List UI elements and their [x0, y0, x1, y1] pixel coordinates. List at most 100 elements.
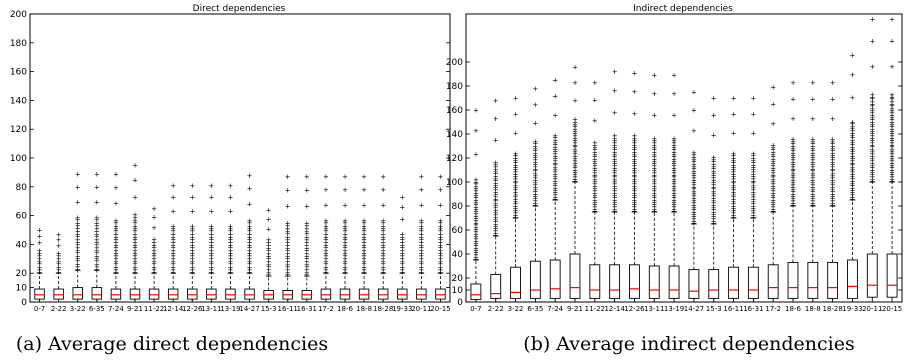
flier-marker: + — [170, 194, 176, 202]
flier-marker: + — [170, 239, 176, 247]
flier-marker: + — [810, 188, 816, 196]
box — [886, 253, 898, 298]
flier-marker: + — [592, 183, 598, 191]
flier-marker: + — [380, 244, 386, 252]
flier-marker: + — [552, 134, 558, 142]
flier-marker: + — [113, 235, 119, 243]
flier-marker: + — [711, 131, 717, 139]
flier-marker: + — [228, 235, 234, 243]
flier-marker: + — [632, 137, 638, 145]
flier-marker: + — [572, 155, 578, 163]
flier-marker: + — [770, 155, 776, 163]
flier-marker: + — [850, 191, 856, 199]
flier-marker: + — [493, 163, 499, 171]
flier-marker: + — [532, 172, 538, 180]
x-tick-label: 7-24 — [108, 305, 124, 313]
flier-marker: + — [691, 183, 697, 191]
flier-marker: + — [323, 247, 329, 255]
flier-marker: + — [592, 166, 598, 174]
box — [609, 264, 621, 299]
flier-marker: + — [750, 198, 756, 206]
flier-marker: + — [810, 136, 816, 144]
flier-marker: + — [132, 241, 138, 249]
flier-marker: + — [671, 90, 677, 98]
flier-marker: + — [552, 112, 558, 120]
flier-marker: + — [304, 269, 310, 277]
box-fliers: ++++++++++++++++++++++++++++++++++++++++… — [869, 15, 875, 185]
flier-marker: + — [750, 170, 756, 178]
flier-marker: + — [323, 219, 329, 227]
flier-marker: + — [473, 224, 479, 232]
flier-marker: + — [632, 180, 638, 188]
flier-marker: + — [889, 136, 895, 144]
flier-marker: + — [323, 244, 329, 252]
flier-marker: + — [228, 233, 234, 241]
flier-marker: + — [869, 176, 875, 184]
flier-marker: + — [189, 225, 195, 233]
flier-marker: + — [132, 162, 138, 170]
flier-marker: + — [632, 196, 638, 204]
flier-marker: + — [889, 15, 895, 23]
flier-marker: + — [170, 255, 176, 263]
flier-marker: + — [532, 143, 538, 151]
flier-marker: + — [170, 233, 176, 241]
flier-marker: + — [438, 258, 444, 266]
flier-marker: + — [651, 176, 657, 184]
flier-marker: + — [285, 247, 291, 255]
flier-marker: + — [75, 224, 81, 232]
flier-marker: + — [671, 137, 677, 145]
flier-marker: + — [189, 239, 195, 247]
flier-marker: + — [572, 134, 578, 142]
flier-marker: + — [532, 152, 538, 160]
flier-marker: + — [189, 255, 195, 263]
flier-marker: + — [651, 162, 657, 170]
x-tick-label: 18-28 — [822, 305, 842, 313]
flier-marker: + — [208, 225, 214, 233]
box-fliers: ++++++++++++++++++++++++++++++++ — [513, 95, 519, 222]
flier-marker: + — [342, 227, 348, 235]
flier-marker: + — [691, 197, 697, 205]
flier-marker: + — [113, 170, 119, 178]
flier-marker: + — [869, 160, 875, 168]
flier-marker: + — [285, 173, 291, 181]
box — [435, 288, 446, 300]
flier-marker: + — [132, 263, 138, 271]
flier-marker: + — [572, 162, 578, 170]
x-tick-label: 19-33 — [392, 305, 412, 313]
flier-marker: + — [830, 170, 836, 178]
flier-marker: + — [612, 153, 618, 161]
flier-marker: + — [473, 194, 479, 202]
flier-marker: + — [513, 111, 519, 119]
flier-marker: + — [731, 155, 737, 163]
flier-marker: + — [731, 206, 737, 214]
flier-marker: + — [532, 181, 538, 189]
flier-marker: + — [790, 184, 796, 192]
y-tick-label: 140 — [10, 96, 27, 106]
flier-marker: + — [889, 121, 895, 129]
flier-marker: + — [75, 183, 81, 191]
flier-marker: + — [810, 201, 816, 209]
flier-marker: + — [361, 222, 367, 230]
flier-marker: + — [711, 211, 717, 219]
flier-marker: + — [750, 205, 756, 213]
flier-marker: + — [228, 266, 234, 274]
flier-marker: + — [418, 268, 424, 276]
flier-marker: + — [850, 150, 856, 158]
flier-marker: + — [572, 173, 578, 181]
flier-marker: + — [592, 176, 598, 184]
flier-marker: + — [493, 173, 499, 181]
flier-marker: + — [473, 199, 479, 207]
flier-marker: + — [266, 263, 272, 271]
flier-marker: + — [208, 233, 214, 241]
flier-marker: + — [750, 164, 756, 172]
flier-marker: + — [632, 194, 638, 202]
flier-marker: + — [889, 164, 895, 172]
flier-marker: + — [850, 157, 856, 165]
flier-marker: + — [532, 194, 538, 202]
flier-marker: + — [869, 166, 875, 174]
flier-marker: + — [552, 161, 558, 169]
flier-marker: + — [208, 227, 214, 235]
flier-marker: + — [869, 136, 875, 144]
flier-marker: + — [651, 139, 657, 147]
flier-marker: + — [869, 114, 875, 122]
